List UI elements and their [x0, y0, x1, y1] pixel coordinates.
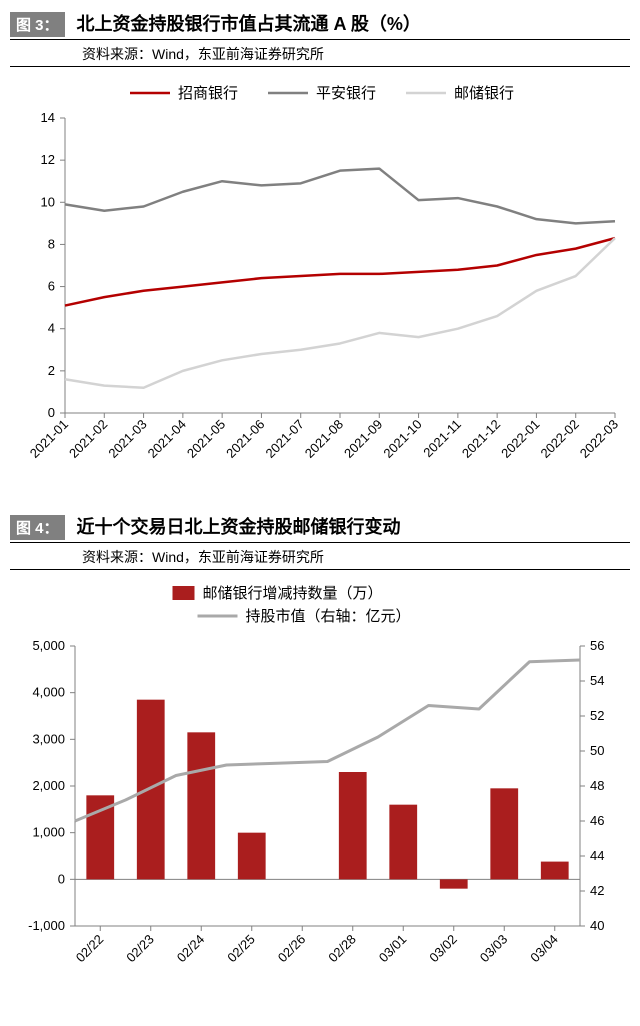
- svg-text:4,000: 4,000: [32, 685, 65, 700]
- svg-text:03/03: 03/03: [477, 932, 511, 966]
- chart3-title: 北上资金持股银行市值占其流通 A 股（%）: [77, 10, 421, 36]
- svg-text:2021-05: 2021-05: [184, 417, 228, 461]
- svg-text:03/02: 03/02: [426, 932, 460, 966]
- chart3-svg: 招商银行平安银行邮储银行024681012142021-012021-02202…: [10, 73, 630, 493]
- svg-text:03/04: 03/04: [527, 932, 561, 966]
- svg-text:5,000: 5,000: [32, 638, 65, 653]
- svg-text:2022-01: 2022-01: [498, 417, 542, 461]
- svg-text:48: 48: [590, 778, 604, 793]
- svg-text:2021-12: 2021-12: [459, 417, 503, 461]
- svg-text:2021-04: 2021-04: [145, 417, 189, 461]
- chart3-source: 资料来源：Wind，东亚前海证券研究所: [10, 40, 630, 67]
- chart4-svg: 邮储银行增减持数量（万） 持股市值（右轴：亿元） -1,000 0 1,000 2,000…: [10, 576, 630, 996]
- svg-text:2021-11: 2021-11: [420, 417, 464, 461]
- chart4-source: 资料来源：Wind，东亚前海证券研究所: [10, 543, 630, 570]
- svg-text:02/22: 02/22: [73, 932, 107, 966]
- svg-text:2021-09: 2021-09: [341, 417, 385, 461]
- svg-text:2021-08: 2021-08: [302, 417, 346, 461]
- svg-text:招商银行: 招商银行: [178, 85, 238, 102]
- svg-text:邮储银行: 邮储银行: [454, 85, 514, 102]
- svg-text:2022-02: 2022-02: [537, 417, 581, 461]
- chart4-title: 近十个交易日北上资金持股邮储银行变动: [77, 513, 401, 539]
- svg-text:2021-10: 2021-10: [380, 417, 424, 461]
- svg-text:02/28: 02/28: [325, 932, 359, 966]
- svg-text:02/23: 02/23: [123, 932, 157, 966]
- svg-text:2021-03: 2021-03: [105, 417, 149, 461]
- svg-text:2021-01: 2021-01: [27, 417, 71, 461]
- svg-text:3,000: 3,000: [32, 731, 65, 746]
- chart3-area: 招商银行平安银行邮储银行024681012142021-012021-02202…: [10, 73, 630, 493]
- svg-text:52: 52: [590, 708, 604, 723]
- svg-text:02/26: 02/26: [275, 932, 309, 966]
- chart4-area: 邮储银行增减持数量（万） 持股市值（右轴：亿元） -1,000 0 1,000 2,000…: [10, 576, 630, 996]
- svg-text:邮储银行增减持数量（万）: 邮储银行增减持数量（万）: [203, 585, 383, 602]
- svg-text:8: 8: [48, 236, 55, 251]
- chart4-label: 图 4：: [10, 515, 65, 540]
- chart3-title-row: 图 3： 北上资金持股银行市值占其流通 A 股（%）: [10, 10, 630, 40]
- svg-text:50: 50: [590, 743, 604, 758]
- svg-text:2: 2: [48, 363, 55, 378]
- svg-text:2021-02: 2021-02: [66, 417, 110, 461]
- svg-text:02/25: 02/25: [224, 932, 258, 966]
- chart4-block: 图 4： 近十个交易日北上资金持股邮储银行变动 资料来源：Wind，东亚前海证券…: [10, 513, 630, 996]
- svg-text:10: 10: [41, 194, 55, 209]
- chart3-block: 图 3： 北上资金持股银行市值占其流通 A 股（%） 资料来源：Wind，东亚前…: [10, 10, 630, 493]
- svg-text:2,000: 2,000: [32, 778, 65, 793]
- svg-text:0: 0: [58, 871, 65, 886]
- svg-text:02/24: 02/24: [174, 932, 208, 966]
- svg-text:03/01: 03/01: [376, 932, 410, 966]
- svg-text:14: 14: [41, 110, 55, 125]
- svg-text:56: 56: [590, 638, 604, 653]
- svg-text:54: 54: [590, 673, 604, 688]
- svg-text:4: 4: [48, 321, 55, 336]
- svg-text:44: 44: [590, 848, 604, 863]
- svg-text:46: 46: [590, 813, 604, 828]
- chart4-title-row: 图 4： 近十个交易日北上资金持股邮储银行变动: [10, 513, 630, 543]
- svg-text:2021-07: 2021-07: [262, 417, 306, 461]
- chart3-label: 图 3：: [10, 12, 65, 37]
- svg-text:1,000: 1,000: [32, 825, 65, 840]
- svg-text:12: 12: [41, 152, 55, 167]
- chart4-header: 图 4： 近十个交易日北上资金持股邮储银行变动 资料来源：Wind，东亚前海证券…: [10, 513, 630, 570]
- svg-text:2022-03: 2022-03: [577, 417, 621, 461]
- svg-text:-1,000: -1,000: [28, 918, 65, 933]
- svg-text:持股市值（右轴：亿元）: 持股市值（右轴：亿元）: [246, 608, 411, 625]
- chart3-header: 图 3： 北上资金持股银行市值占其流通 A 股（%） 资料来源：Wind，东亚前…: [10, 10, 630, 67]
- svg-text:0: 0: [48, 405, 55, 420]
- svg-text:平安银行: 平安银行: [316, 85, 376, 102]
- svg-text:6: 6: [48, 279, 55, 294]
- svg-text:2021-06: 2021-06: [223, 417, 267, 461]
- svg-text:40: 40: [590, 918, 604, 933]
- svg-text:42: 42: [590, 883, 604, 898]
